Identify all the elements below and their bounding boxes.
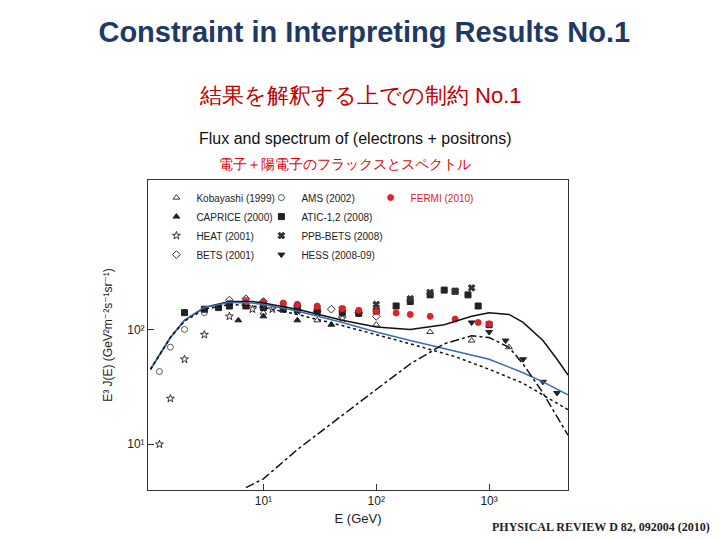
svg-text:ATIC-1,2 (2008): ATIC-1,2 (2008) (301, 212, 372, 223)
svg-text:10¹: 10¹ (127, 437, 144, 451)
svg-text:結果を解釈する上での制約 No.1: 結果を解釈する上での制約 No.1 (199, 83, 522, 108)
svg-text:10³: 10³ (480, 494, 497, 508)
svg-text:BETS (2001): BETS (2001) (196, 250, 254, 261)
svg-text:E³ J(E) (GeV²m⁻²s⁻¹sr⁻¹): E³ J(E) (GeV²m⁻²s⁻¹sr⁻¹) (101, 268, 115, 402)
svg-text:電子＋陽電子のフラックスとスペクトル: 電子＋陽電子のフラックスとスペクトル (219, 156, 471, 172)
svg-text:HESS (2008-09): HESS (2008-09) (301, 250, 374, 261)
svg-text:CAPRICE (2000): CAPRICE (2000) (196, 212, 272, 223)
svg-text:Flux and spectrum of (electron: Flux and spectrum of (electrons + positr… (199, 130, 512, 147)
svg-text:FERMI (2010): FERMI (2010) (411, 193, 474, 204)
svg-text:PHYSICAL REVIEW D 82, 092004 (: PHYSICAL REVIEW D 82, 092004 (2010) (492, 520, 710, 534)
svg-text:AMS (2002): AMS (2002) (301, 193, 354, 204)
svg-text:Kobayashi (1999): Kobayashi (1999) (196, 193, 274, 204)
svg-text:10²: 10² (127, 323, 144, 337)
svg-text:Constraint in Interpreting Res: Constraint in Interpreting Results No.1 (98, 16, 630, 48)
svg-text:10¹: 10¹ (255, 494, 272, 508)
svg-text:E (GeV): E (GeV) (335, 511, 382, 526)
svg-text:HEAT (2001): HEAT (2001) (196, 231, 253, 242)
svg-text:10²: 10² (368, 494, 385, 508)
svg-text:PPB-BETS (2008): PPB-BETS (2008) (301, 231, 382, 242)
